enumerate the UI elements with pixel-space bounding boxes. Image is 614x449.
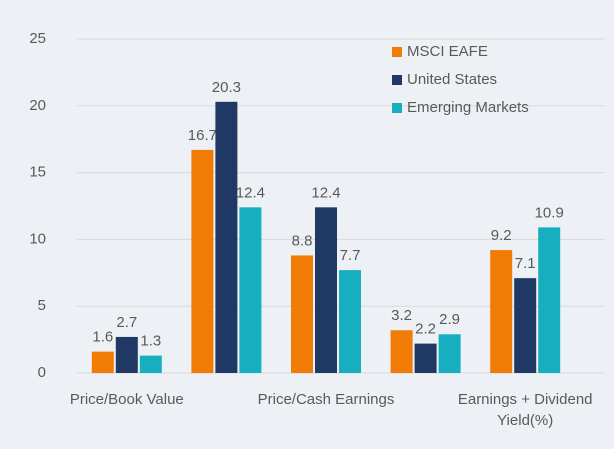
data-label: 8.8	[292, 232, 313, 249]
legend-label: Emerging Markets	[407, 99, 529, 116]
bar	[490, 250, 513, 373]
data-label: 10.9	[535, 204, 564, 221]
y-tick-label: 25	[29, 30, 46, 47]
bar	[239, 207, 262, 373]
data-label: 20.3	[212, 79, 241, 96]
data-label: 12.4	[311, 184, 340, 201]
y-tick-label: 0	[38, 364, 46, 381]
x-tick-label: Price/Book Value	[69, 391, 184, 408]
legend-swatch	[392, 103, 402, 113]
legend-swatch	[392, 47, 402, 57]
legend-swatch	[392, 75, 402, 85]
bar	[291, 255, 313, 373]
data-label: 16.7	[188, 127, 217, 144]
bar	[514, 278, 537, 373]
bar	[438, 334, 461, 373]
bar	[315, 207, 337, 373]
data-label: 2.7	[116, 314, 137, 331]
bar	[139, 355, 162, 373]
data-label: 7.7	[340, 247, 361, 264]
y-tick-label: 5	[38, 297, 46, 314]
bar	[414, 343, 437, 373]
y-tick-label: 20	[29, 97, 46, 114]
bar	[91, 351, 114, 373]
data-label: 7.1	[515, 255, 536, 272]
data-label: 1.3	[140, 333, 161, 350]
bar	[390, 330, 413, 373]
y-tick-label: 10	[29, 230, 46, 247]
data-label: 12.4	[236, 184, 265, 201]
bar	[538, 227, 561, 373]
bar	[339, 270, 361, 373]
y-tick-label: 15	[29, 164, 46, 181]
x-tick-label: Price/Cash Earnings	[257, 391, 395, 408]
legend-label: United States	[407, 71, 497, 88]
legend-label: MSCI EAFE	[407, 43, 488, 60]
bar	[191, 149, 214, 373]
bar	[115, 336, 138, 373]
bar	[215, 101, 238, 374]
data-label: 2.2	[415, 321, 436, 338]
data-label: 9.2	[491, 227, 512, 244]
data-label: 3.2	[391, 307, 412, 324]
data-label: 2.9	[439, 311, 460, 328]
x-tick-label: Earnings + Dividend Yield(%)	[457, 391, 593, 429]
data-label: 1.6	[92, 329, 113, 346]
